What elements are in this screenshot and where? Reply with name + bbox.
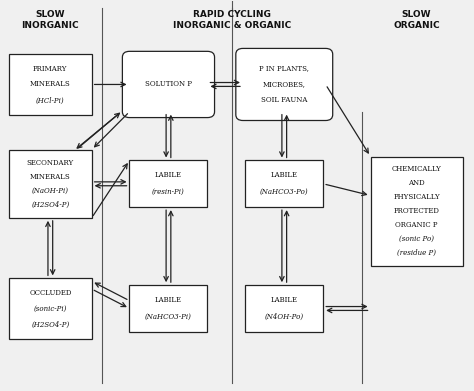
Text: (H2SO4-P): (H2SO4-P) — [31, 320, 70, 328]
FancyBboxPatch shape — [245, 160, 323, 207]
Text: (resin-Pi): (resin-Pi) — [152, 188, 185, 196]
FancyBboxPatch shape — [9, 54, 91, 115]
Text: SLOW
INORGANIC: SLOW INORGANIC — [21, 11, 79, 30]
FancyBboxPatch shape — [129, 285, 208, 332]
Text: RAPID CYCLING
INORGANIC & ORGANIC: RAPID CYCLING INORGANIC & ORGANIC — [173, 11, 292, 30]
Text: OCCLUDED: OCCLUDED — [29, 289, 72, 297]
Text: SLOW
ORGANIC: SLOW ORGANIC — [393, 11, 440, 30]
Text: CHEMICALLY: CHEMICALLY — [392, 165, 441, 173]
Text: LABILE: LABILE — [155, 172, 182, 179]
Text: (H2SO4-P): (H2SO4-P) — [31, 201, 70, 209]
FancyBboxPatch shape — [371, 156, 463, 265]
FancyBboxPatch shape — [236, 48, 333, 120]
Text: (NaHCO3-Po): (NaHCO3-Po) — [260, 188, 309, 196]
FancyBboxPatch shape — [129, 160, 208, 207]
FancyBboxPatch shape — [9, 150, 91, 218]
Text: MINERALS: MINERALS — [30, 81, 71, 88]
Text: SOLUTION P: SOLUTION P — [145, 81, 192, 88]
Text: (sonic-Pi): (sonic-Pi) — [34, 305, 67, 312]
Text: MINERALS: MINERALS — [30, 173, 71, 181]
Text: MICROBES,: MICROBES, — [263, 81, 306, 88]
Text: LABILE: LABILE — [271, 296, 298, 304]
Text: ORGANIC P: ORGANIC P — [395, 221, 438, 229]
Text: (HCl-Pi): (HCl-Pi) — [36, 96, 64, 104]
Text: P IN PLANTS,: P IN PLANTS, — [259, 65, 309, 73]
Text: PHYSICALLY: PHYSICALLY — [393, 193, 440, 201]
Text: (NaOH-Pi): (NaOH-Pi) — [32, 187, 69, 195]
Text: (NaHCO3-Pi): (NaHCO3-Pi) — [145, 313, 192, 321]
Text: LABILE: LABILE — [155, 296, 182, 304]
Text: (residue P): (residue P) — [397, 249, 436, 257]
FancyBboxPatch shape — [245, 285, 323, 332]
Text: SECONDARY: SECONDARY — [27, 158, 74, 167]
Text: (N4OH-Po): (N4OH-Po) — [264, 313, 304, 321]
FancyBboxPatch shape — [122, 51, 215, 118]
Text: LABILE: LABILE — [271, 172, 298, 179]
Text: AND: AND — [408, 179, 425, 187]
Text: PROTECTED: PROTECTED — [393, 207, 439, 215]
FancyBboxPatch shape — [9, 278, 91, 339]
Text: (sonic Po): (sonic Po) — [399, 235, 434, 243]
Text: PRIMARY: PRIMARY — [33, 65, 68, 73]
Text: SOIL FAUNA: SOIL FAUNA — [261, 96, 308, 104]
